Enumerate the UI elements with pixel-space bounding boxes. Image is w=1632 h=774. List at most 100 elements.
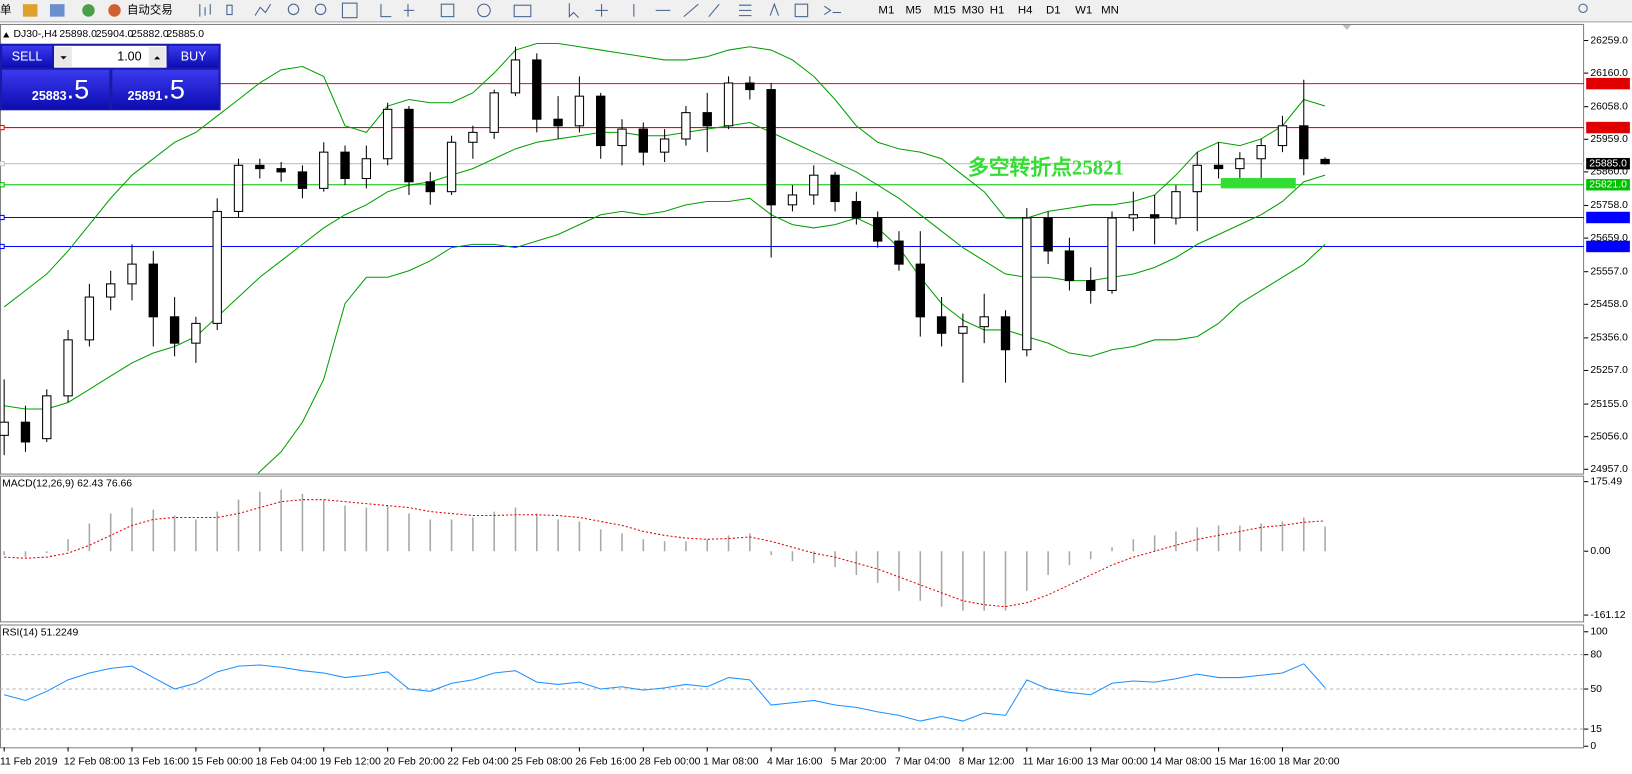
candle-body: [276, 168, 286, 173]
price-line-marker: [0, 214, 5, 221]
header-low: 25882.0: [131, 29, 169, 40]
y-tick-label: 25056.0: [1590, 431, 1628, 442]
rsi-title: RSI(14) 51.2249: [2, 628, 78, 639]
candle-body: [1064, 250, 1075, 282]
icon[interactable]: [513, 4, 532, 18]
icon[interactable]: [49, 4, 65, 17]
icon[interactable]: [314, 3, 327, 16]
lot-value[interactable]: 1.00: [117, 50, 141, 64]
candle-body: [425, 181, 435, 193]
candle-body: [468, 131, 478, 143]
icon[interactable]: [226, 4, 233, 16]
price-line-marker: [0, 124, 5, 131]
timeframe-button[interactable]: W1: [1075, 4, 1092, 16]
y-tick-label: 25959.0: [1590, 134, 1628, 145]
y-tick-label: 25356.0: [1590, 333, 1628, 344]
x-tick-label: 5 Mar 20:00: [831, 757, 887, 768]
candle-body: [319, 151, 329, 189]
auto-trading-button[interactable]: 自动交易: [127, 2, 173, 16]
auto-trading-icon[interactable]: [108, 4, 121, 17]
buy-label[interactable]: BUY: [181, 50, 207, 64]
sell-button[interactable]: [2, 45, 53, 68]
candle-body: [1192, 164, 1202, 193]
timeframe-button[interactable]: M5: [905, 4, 921, 16]
icon[interactable]: [769, 2, 780, 16]
candle-body: [361, 158, 372, 180]
y-tick-label: 25758.0: [1590, 200, 1628, 211]
rsi-plot: [0, 654, 1585, 730]
candle-body: [510, 59, 521, 94]
candle-body: [212, 210, 222, 324]
icon[interactable]: [380, 4, 415, 18]
buy-button[interactable]: [168, 45, 219, 68]
candle-body: [766, 89, 776, 206]
y-tick-label: 175.49: [1590, 476, 1622, 487]
price-line-box: [1586, 240, 1630, 253]
menu-fragment[interactable]: 单: [0, 3, 11, 16]
candle-body: [596, 95, 606, 147]
bid-box[interactable]: [2, 69, 110, 110]
y-tick-label: 25257.0: [1590, 365, 1628, 376]
icon[interactable]: [794, 3, 809, 18]
ask-box[interactable]: [112, 69, 219, 110]
timeframe-buttons: M1 M5 M15 M30 H1 H4 D1 W1 MN: [878, 4, 1119, 16]
x-tick-label: 7 Mar 04:00: [895, 757, 951, 768]
annotation-highlight: [1220, 177, 1296, 189]
candle-body: [979, 316, 989, 328]
bollinger-upper: [3, 42, 1326, 308]
candle-body: [809, 174, 819, 196]
candle-body: [169, 316, 180, 344]
x-tick-label: 25 Feb 08:00: [511, 757, 572, 768]
candle-body: [106, 283, 116, 298]
price-line-marker: [0, 161, 5, 167]
icon[interactable]: [254, 3, 272, 16]
ask-frac: .5: [162, 75, 185, 105]
candle-body: [659, 138, 670, 153]
candle-body: [1213, 164, 1224, 170]
icon[interactable]: [568, 3, 752, 19]
collapse-arrow[interactable]: [3, 32, 10, 38]
timeframe-button[interactable]: M15: [934, 4, 956, 16]
candle-body: [20, 421, 31, 443]
icon[interactable]: [824, 5, 841, 16]
x-tick-label: 12 Feb 08:00: [64, 757, 125, 768]
icon[interactable]: [82, 4, 95, 17]
axes: 26259.0 26160.0 26058.0 25959.0 25860.0 25758…: [0, 35, 1630, 768]
icon[interactable]: [477, 3, 491, 18]
icon[interactable]: [287, 3, 300, 16]
search-icon[interactable]: [1578, 3, 1588, 14]
symbol-title: DJ30-,H4: [14, 29, 58, 40]
y-tick-label: -161.12: [1590, 610, 1625, 621]
candle-body: [915, 263, 925, 318]
candle-body: [1171, 191, 1181, 219]
price-plot: [0, 42, 1585, 474]
toolbar: 单 自动交易 M1 M5 M15 M30 H1 H: [0, 0, 1632, 23]
price-panel-frame: [0, 23, 1585, 475]
timeframe-button[interactable]: H1: [990, 4, 1005, 16]
icon[interactable]: [440, 3, 455, 18]
icon[interactable]: [199, 4, 211, 17]
y-tick-label: 15: [1590, 724, 1602, 735]
timeframe-button[interactable]: M1: [878, 4, 894, 16]
timeframe-button[interactable]: D1: [1046, 4, 1061, 16]
header-close: 25885.0: [167, 29, 205, 40]
timeframe-button[interactable]: M30: [962, 4, 984, 16]
macd-panel-frame: [0, 475, 1585, 623]
lot-input[interactable]: [54, 45, 167, 68]
timeframe-button[interactable]: H4: [1018, 4, 1033, 16]
sell-label[interactable]: SELL: [12, 50, 43, 64]
icon[interactable]: [22, 4, 38, 17]
candle-body: [617, 128, 627, 147]
y-tick-label: 25860.0: [1590, 167, 1628, 178]
lot-down-arrow: [60, 56, 67, 60]
icon[interactable]: [341, 2, 358, 19]
x-tick-label: 19 Feb 12:00: [320, 757, 381, 768]
lot-up-arrow: [154, 56, 161, 60]
rsi-panel-frame: [0, 624, 1585, 749]
toolbar-bg: [0, 0, 1632, 22]
y-tick-label: 25659.0: [1590, 233, 1628, 244]
candle-body: [681, 112, 691, 140]
timeframe-button[interactable]: MN: [1101, 4, 1119, 16]
